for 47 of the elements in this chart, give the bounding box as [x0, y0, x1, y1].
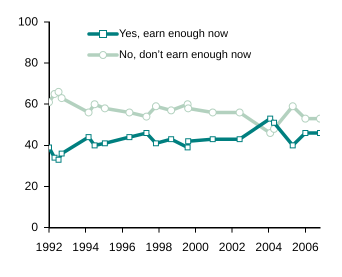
- point: [271, 120, 278, 126]
- point: [236, 136, 243, 142]
- point: [92, 142, 98, 148]
- point: [126, 134, 132, 140]
- point: [168, 136, 174, 142]
- y-tick-label: 0: [31, 220, 38, 234]
- point: [90, 100, 99, 108]
- y-tick-label: 40: [24, 138, 38, 152]
- point: [302, 130, 308, 136]
- y-tick-label: 20: [24, 178, 38, 193]
- point: [58, 94, 66, 102]
- point: [210, 136, 216, 142]
- point: [290, 142, 296, 148]
- point: [167, 106, 176, 114]
- point: [102, 140, 108, 146]
- point: [142, 112, 150, 121]
- point: [84, 108, 93, 116]
- x-tick-label: 1996: [108, 240, 136, 254]
- point: [54, 88, 63, 96]
- point: [236, 108, 244, 116]
- legend-label: No, don’t earn enough now: [119, 49, 252, 62]
- x-tick-label: 1994: [72, 240, 100, 254]
- x-tick-label: 2004: [255, 240, 282, 254]
- point: [58, 150, 65, 157]
- point: [301, 114, 310, 123]
- y-tick-label: 60: [24, 96, 38, 111]
- point: [56, 156, 62, 163]
- point: [143, 130, 150, 136]
- point: [185, 138, 192, 144]
- x-tick-label: 2000: [182, 240, 210, 254]
- point: [288, 102, 297, 110]
- x-tick-label: 1992: [36, 240, 63, 254]
- x-tick-label: 2002: [218, 240, 246, 254]
- y-tick-label: 80: [24, 55, 38, 70]
- point: [86, 134, 92, 140]
- point: [208, 108, 217, 116]
- x-tick-label: 2006: [292, 240, 320, 254]
- point: [184, 104, 192, 112]
- point: [125, 108, 134, 116]
- point: [152, 102, 160, 110]
- point: [100, 104, 109, 112]
- legend-label: Yes, earn enough now: [119, 28, 228, 40]
- point: [184, 144, 191, 150]
- point: [267, 116, 274, 122]
- point: [152, 140, 159, 146]
- x-tick-label: 1998: [146, 240, 173, 254]
- y-tick-label: 100: [18, 14, 38, 28]
